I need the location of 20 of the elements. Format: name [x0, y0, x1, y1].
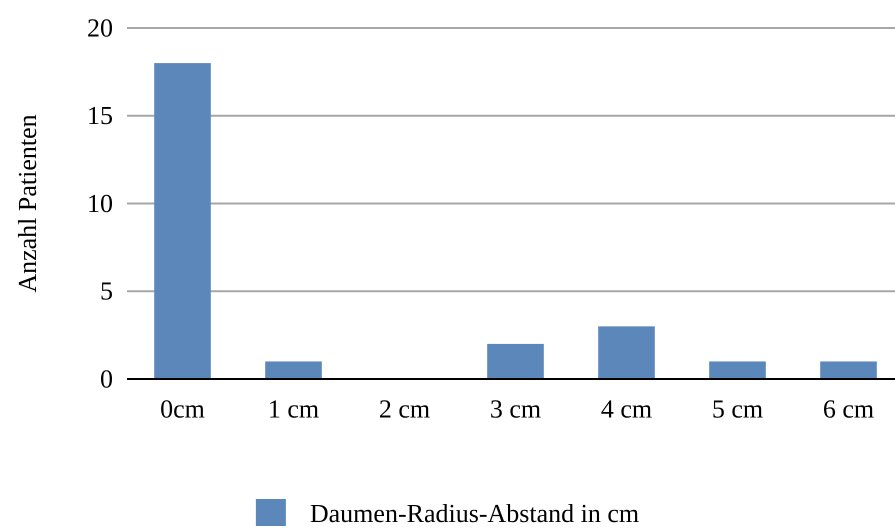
bar	[487, 344, 544, 379]
x-tick-label: 5 cm	[712, 394, 764, 424]
bar	[820, 361, 877, 379]
x-tick-label: 6 cm	[822, 394, 874, 424]
x-tick-label: 4 cm	[600, 394, 652, 424]
bar	[154, 63, 211, 379]
bar	[598, 326, 655, 379]
x-tick-label: 1 cm	[268, 394, 320, 424]
y-tick-label: 10	[87, 188, 113, 218]
bar	[709, 361, 766, 379]
y-tick-label: 20	[87, 13, 113, 42]
y-tick-label: 15	[87, 101, 113, 130]
y-tick-label: 0	[100, 364, 113, 394]
legend-label: Daumen-Radius-Abstand in cm	[310, 499, 640, 528]
x-tick-label: 3 cm	[490, 394, 542, 424]
x-tick-label: 2 cm	[378, 394, 430, 424]
x-tick-label: 0cm	[160, 394, 205, 424]
y-tick-label: 5	[100, 276, 113, 306]
y-axis-title: Anzahl Patienten	[13, 114, 42, 293]
bar	[265, 361, 322, 379]
